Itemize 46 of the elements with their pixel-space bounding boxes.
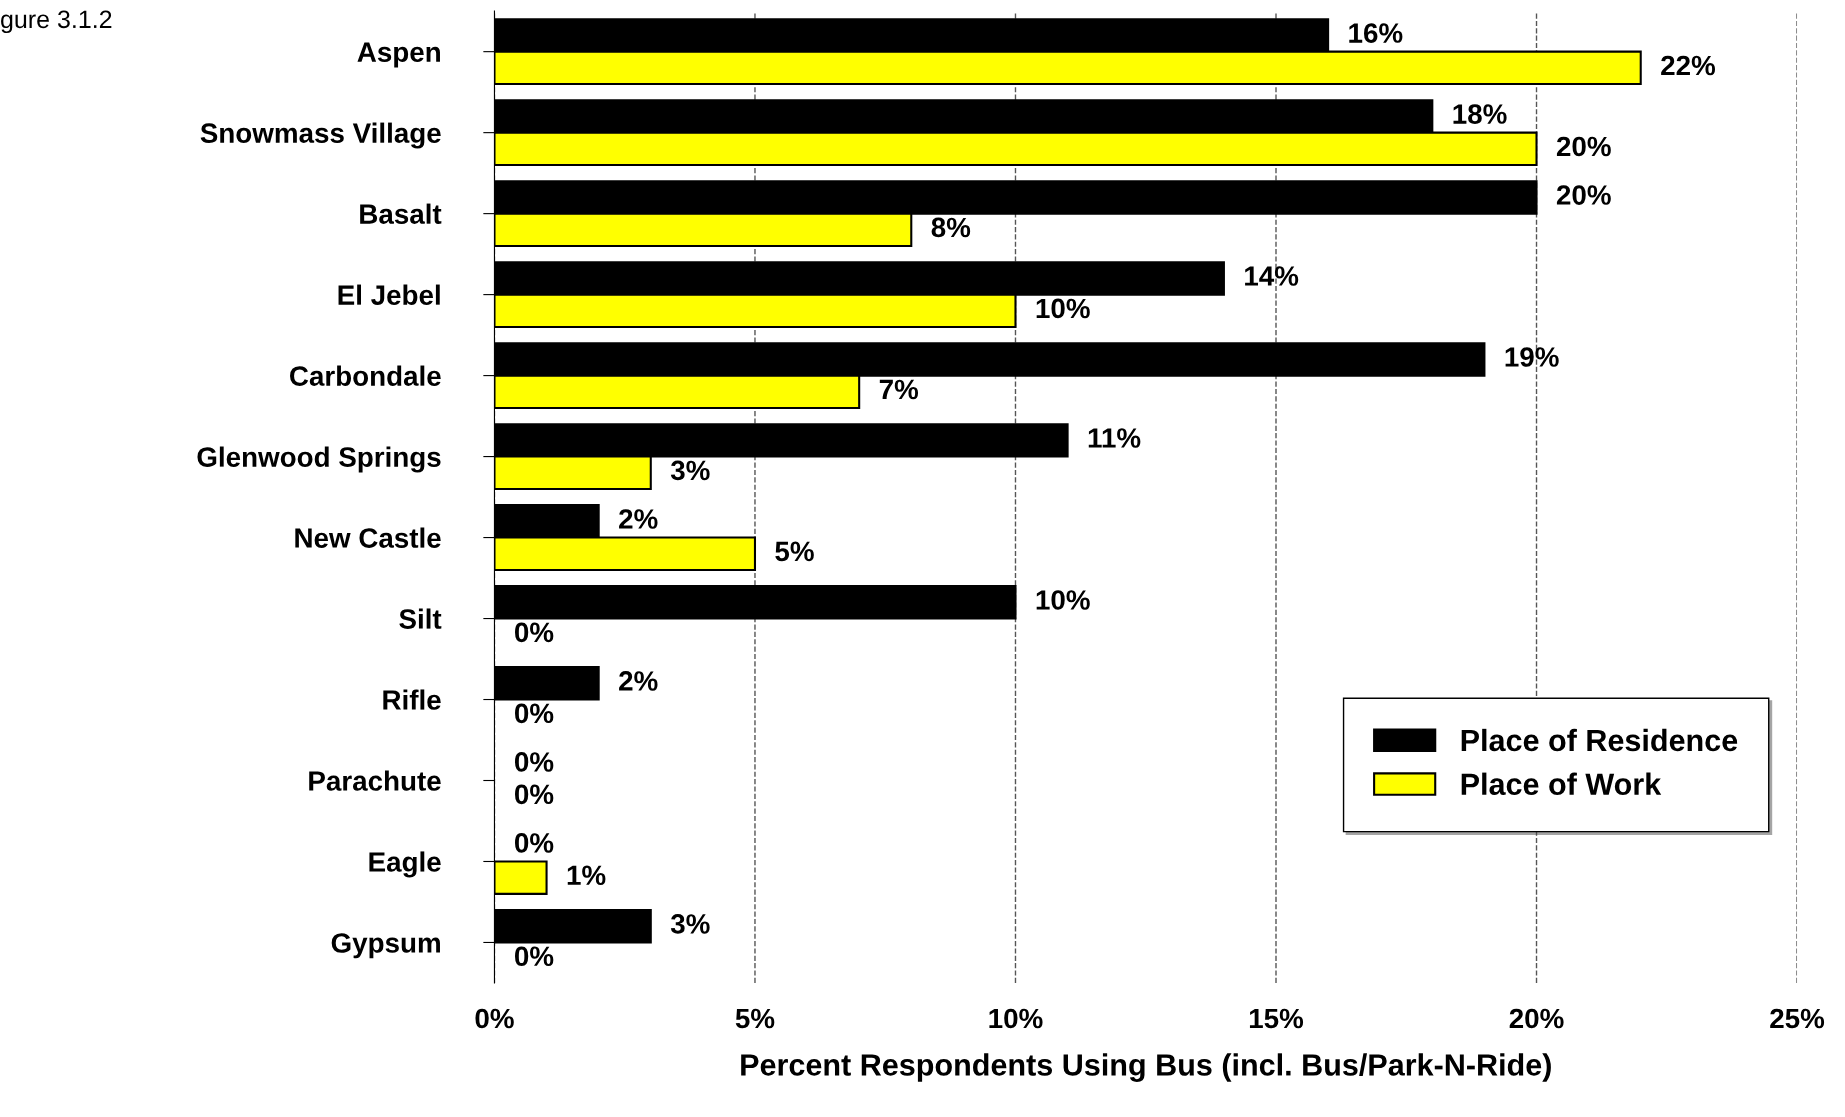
x-tick-label: 5% — [735, 1008, 775, 1029]
data-label: 2% — [619, 671, 658, 691]
data-label: 7% — [879, 379, 919, 400]
data-label: 8% — [931, 217, 971, 238]
x-tick-label: 0% — [475, 1008, 514, 1029]
y-tick-label: Glenwood Springs — [197, 446, 441, 473]
y-tick-label: New Castle — [295, 527, 441, 548]
data-label: 3% — [670, 460, 710, 481]
data-label: 0% — [515, 833, 554, 853]
x-tick-label: 20% — [1509, 1008, 1564, 1029]
data-label: 3% — [670, 914, 710, 934]
data-label: 10% — [1036, 298, 1090, 319]
text: gure 3.1.2 — [1, 10, 112, 34]
y-tick-label: Eagle — [369, 851, 441, 878]
data-label: 0% — [515, 784, 554, 805]
data-label: 14% — [1245, 266, 1299, 286]
data-label: 0% — [515, 752, 554, 772]
data-label: 18% — [1453, 104, 1507, 124]
x-tick-label: 25% — [1770, 1008, 1825, 1029]
y-tick-label: Carbondale — [290, 365, 441, 386]
data-label: 5% — [775, 541, 814, 562]
x-tick-label: 10% — [989, 1008, 1043, 1029]
data-label: 0% — [515, 946, 554, 967]
y-tick-label: Basalt — [360, 203, 442, 224]
data-label: 20% — [1556, 185, 1611, 205]
y-tick-label: Rifle — [383, 689, 441, 710]
data-label: 2% — [619, 509, 658, 529]
y-tick-label: Snowmass Village — [200, 122, 441, 149]
data-label: 19% — [1505, 347, 1559, 367]
legend-label: Place of Work — [1461, 772, 1662, 796]
y-tick-label: Silt — [399, 608, 442, 629]
y-tick-label: Gypsum — [331, 933, 440, 959]
legend-label: Place of Residence — [1461, 728, 1738, 752]
data-label: 1% — [567, 865, 606, 886]
y-tick-label: El Jebel — [338, 284, 440, 305]
data-label: 10% — [1036, 590, 1090, 610]
data-label: 22% — [1661, 55, 1716, 76]
x-axis-title: Percent Respondents Using Bus (incl. Bus/Park-N-Ride) — [741, 1053, 1551, 1082]
data-label: 11% — [1088, 428, 1141, 448]
x-tick-label: 15% — [1249, 1008, 1304, 1029]
data-label: 16% — [1349, 23, 1403, 43]
y-tick-label: Parachute — [309, 770, 441, 791]
y-tick-label: Aspen — [357, 42, 440, 68]
data-label: 0% — [515, 703, 554, 724]
data-label: 20% — [1556, 136, 1611, 157]
data-label: 0% — [515, 622, 554, 643]
